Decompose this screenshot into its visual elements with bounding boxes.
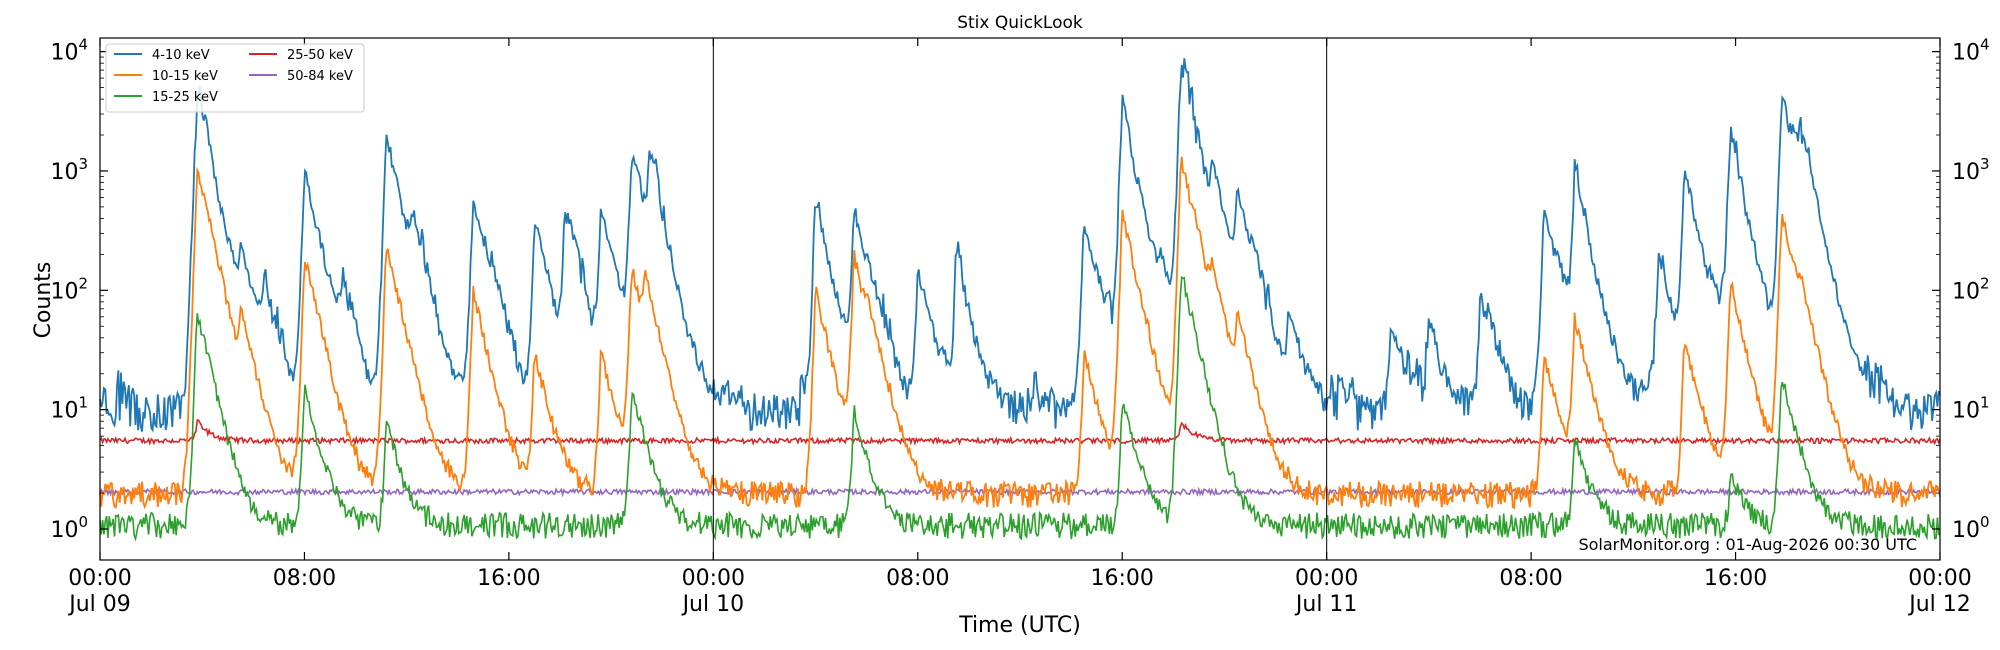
footer-timestamp: SolarMonitor.org : 01-Aug-2026 00:30 UTC: [1578, 535, 1917, 554]
x-tick-label-time: 00:00: [1908, 566, 1971, 591]
series-line-15-25-keV: [99, 275, 1941, 542]
x-tick-label-time: 00:00: [1295, 566, 1358, 591]
y-tick-label-left: 104: [50, 36, 88, 66]
chart-title: Stix QuickLook: [957, 13, 1083, 33]
y-tick-label-right: 104: [1952, 36, 1990, 66]
plot-frame: [99, 37, 1941, 561]
x-tick-label-time: 00:00: [682, 566, 745, 591]
y-axis-label: Counts: [31, 262, 56, 339]
legend-entry: 25-50 keV: [287, 48, 353, 63]
legend-entry: 50-84 keV: [287, 69, 353, 84]
y-tick-label-left: 102: [50, 274, 88, 304]
x-tick-label-time: 00:00: [68, 566, 131, 591]
x-tick-label-time: 08:00: [1499, 566, 1562, 591]
series-line-4-10-keV: [99, 58, 1941, 433]
x-tick-label-time: 16:00: [477, 566, 540, 591]
series-line-10-15-keV: [99, 156, 1941, 510]
x-tick-label-time: 16:00: [1704, 566, 1767, 591]
y-tick-label-right: 102: [1952, 274, 1990, 304]
x-tick-label-time: 08:00: [273, 566, 336, 591]
y-tick-label-left: 101: [50, 394, 88, 424]
x-axis-label: Time (UTC): [958, 613, 1081, 638]
day-boundaries: [712, 38, 1328, 560]
y-tick-label-right: 103: [1952, 155, 1990, 185]
x-tick-label-date: Jul 09: [67, 592, 131, 617]
x-tick-label-date: Jul 11: [1294, 592, 1358, 617]
y-tick-label-left: 100: [50, 513, 88, 543]
legend-entry: 10-15 keV: [152, 69, 218, 84]
legend-box: [105, 43, 365, 113]
x-tick-label-time: 16:00: [1091, 566, 1154, 591]
y-tick-label-right: 100: [1952, 513, 1990, 543]
x-tick-label-date: Jul 10: [681, 592, 745, 617]
series-layer: [99, 58, 1941, 542]
legend: 4-10 keV 10-15 keV 15-25 keV 25-50 keV 50-84…: [105, 43, 365, 113]
legend-entry: 4-10 keV: [152, 48, 210, 63]
series-line-25-50-keV: [99, 419, 1941, 447]
y-tick-label-right: 101: [1952, 394, 1990, 424]
x-tick-label-time: 08:00: [886, 566, 949, 591]
x-tick-label-date: Jul 12: [1907, 592, 1971, 617]
legend-entry: 15-25 keV: [152, 90, 218, 105]
y-tick-label-left: 103: [50, 155, 88, 185]
